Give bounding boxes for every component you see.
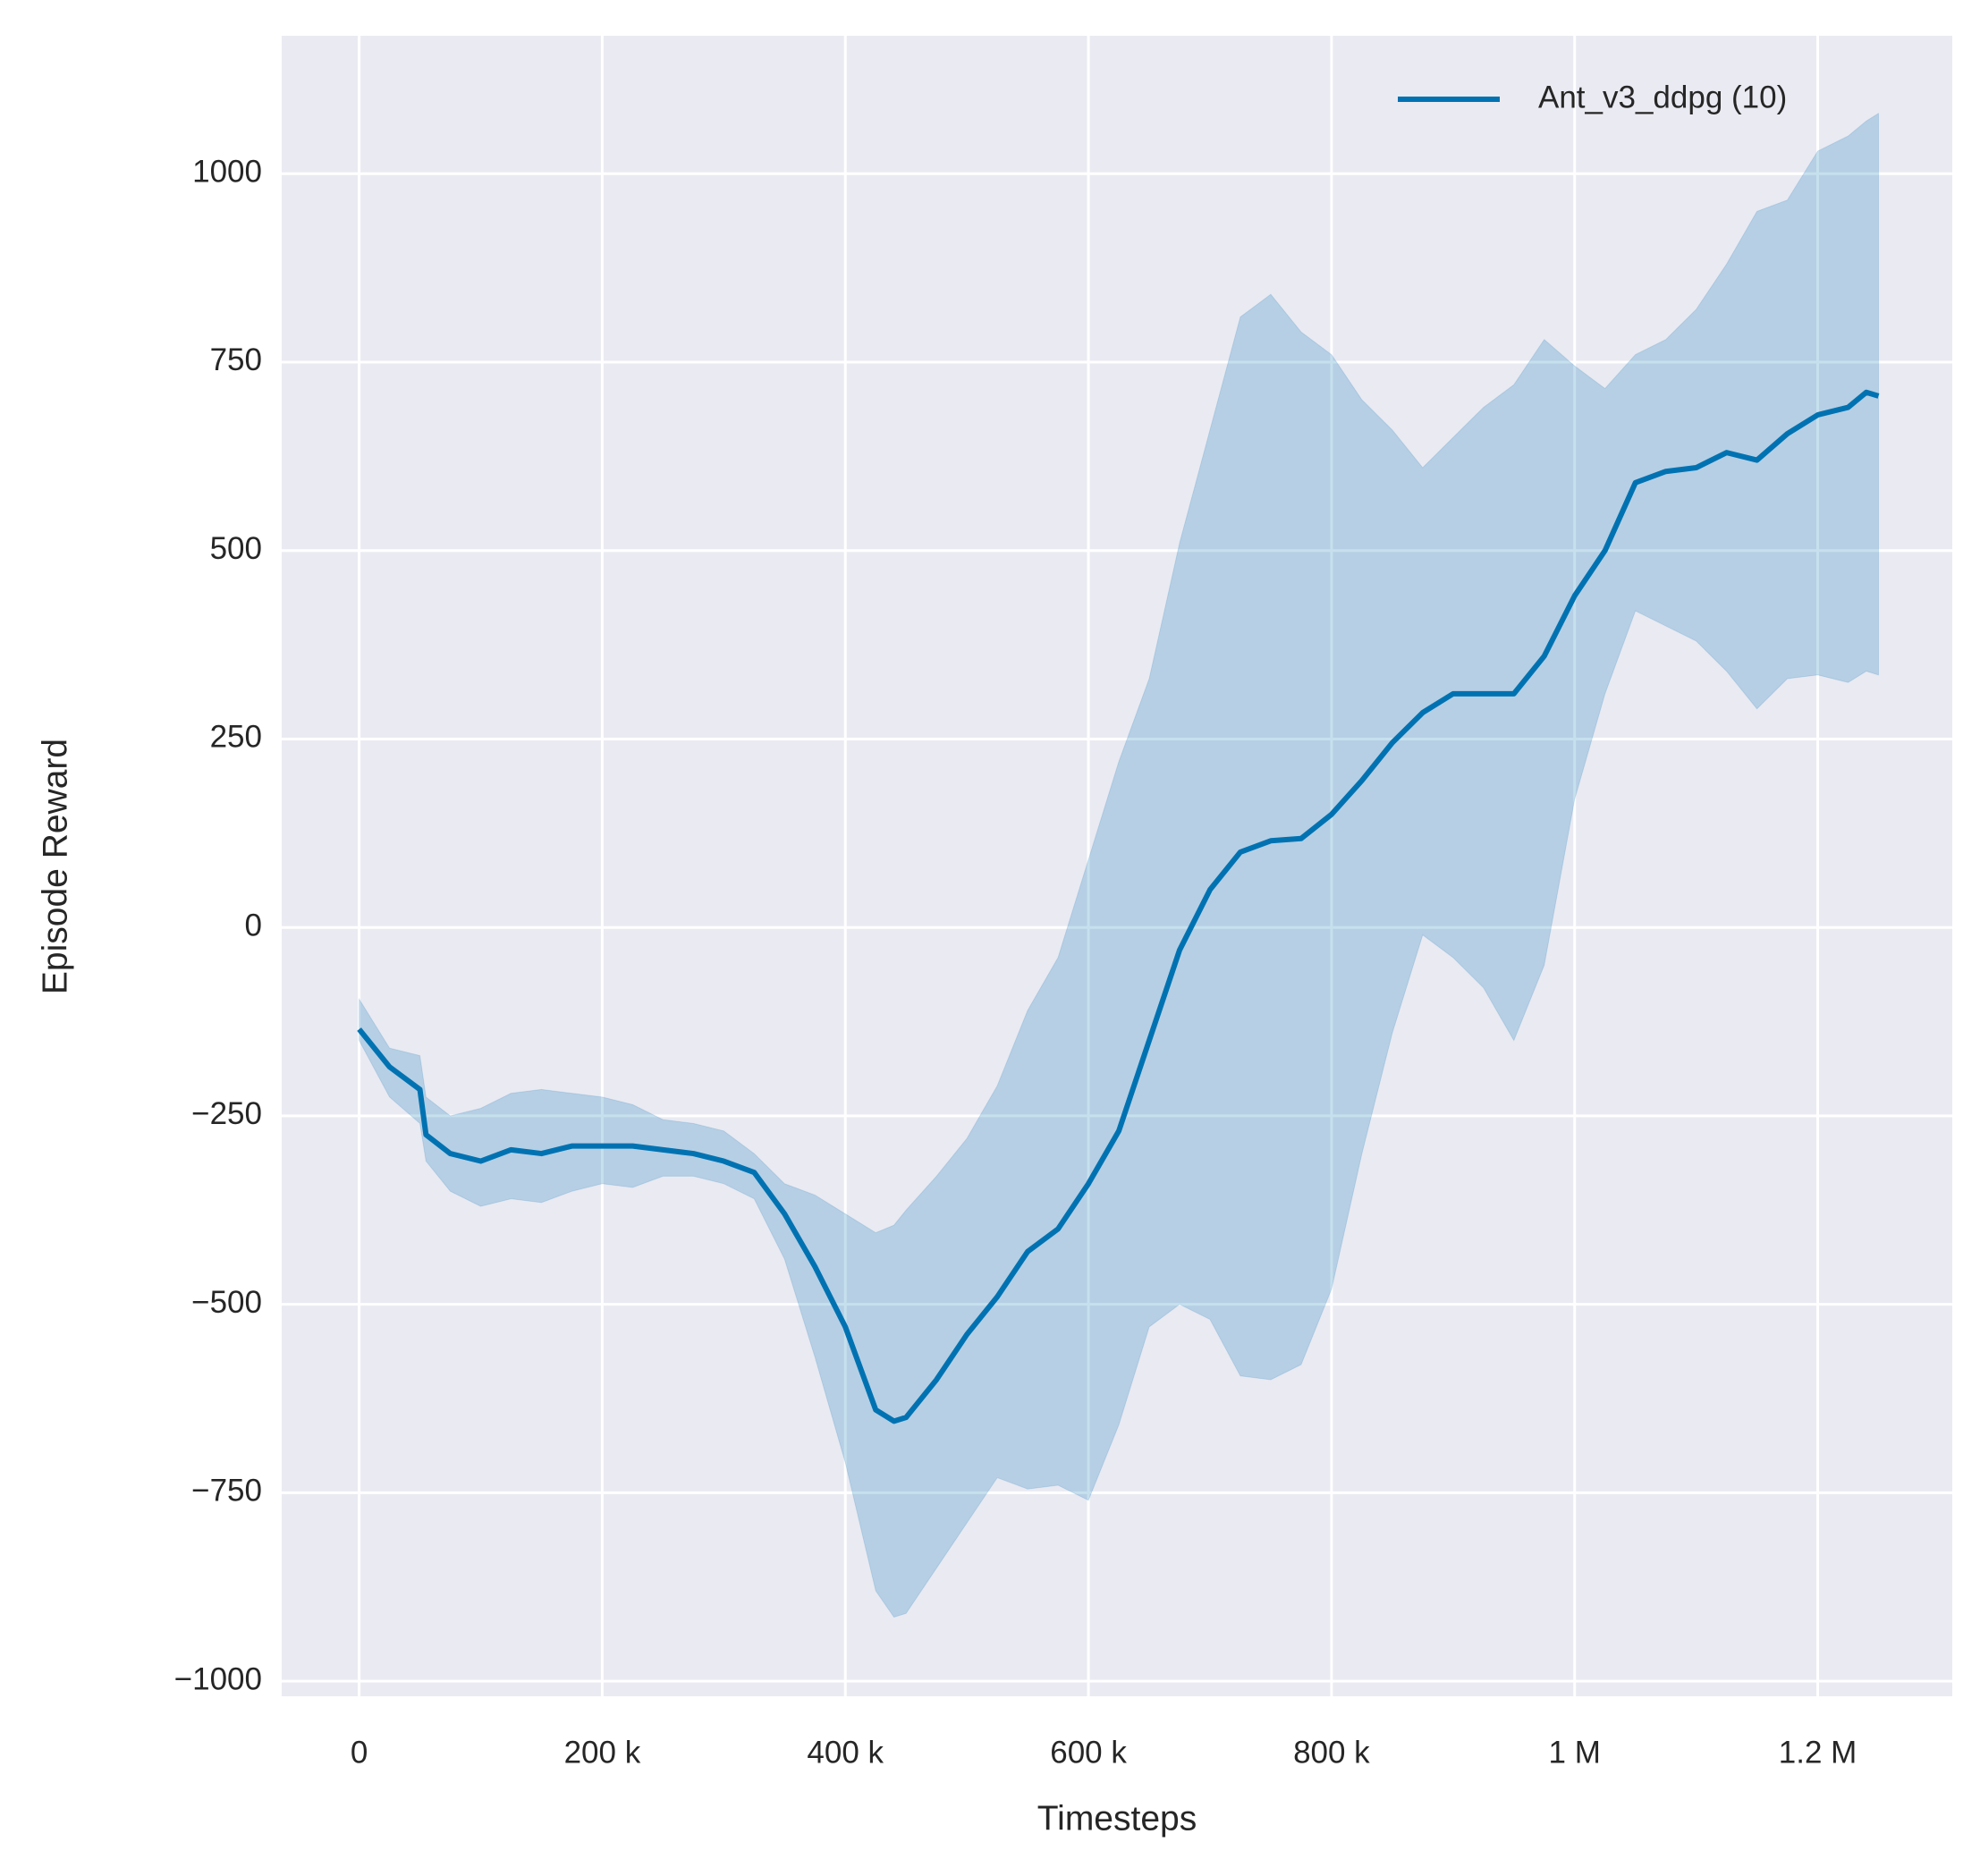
y-tick-label: 1000	[192, 155, 262, 190]
x-tick-label: 1.2 M	[1779, 1735, 1857, 1770]
x-tick-label: 600 k	[1050, 1735, 1127, 1770]
y-tick-label: −250	[191, 1096, 262, 1131]
grid	[282, 36, 1952, 1696]
x-tick-label: 200 k	[564, 1735, 641, 1770]
y-tick-label: 0	[245, 908, 262, 942]
band	[359, 112, 1879, 1618]
x-tick-label: 800 k	[1293, 1735, 1370, 1770]
y-tick-label: 250	[210, 720, 262, 755]
y-axis-label: Episode Reward	[36, 739, 74, 994]
marks	[357, 112, 1880, 1618]
x-tick-label: 400 k	[807, 1735, 884, 1770]
y-tick-label: −1000	[174, 1661, 262, 1696]
y-tick-label: 500	[210, 531, 262, 566]
legend-label: Ant_v3_ddpg (10)	[1538, 80, 1787, 114]
x-tick-label: 1 M	[1549, 1735, 1601, 1770]
x-tick-label: 0	[351, 1735, 368, 1770]
y-tick-label: 750	[210, 342, 262, 377]
y-tick-label: −500	[191, 1285, 262, 1320]
line	[357, 389, 1880, 1424]
y-tick-label: −750	[191, 1474, 262, 1508]
x-axis-label: Timesteps	[1037, 1799, 1197, 1838]
plot-area	[282, 36, 1952, 1696]
